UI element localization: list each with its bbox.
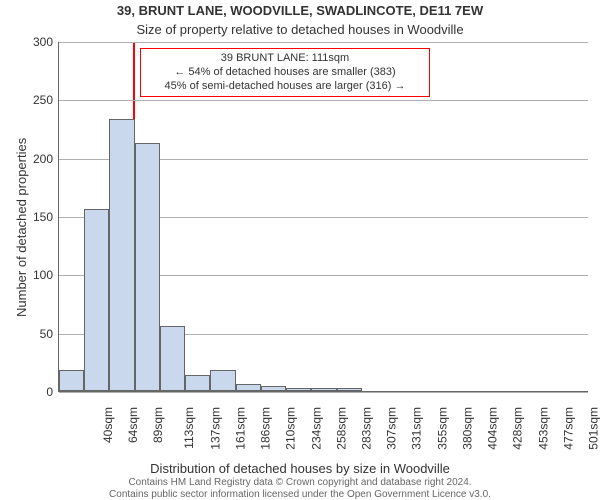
y-tick-label: 0: [19, 385, 53, 399]
x-tick-label: 161sqm: [234, 407, 248, 450]
chart-container: 39, BRUNT LANE, WOODVILLE, SWADLINCOTE, …: [0, 0, 600, 500]
histogram-bar: [210, 370, 235, 391]
attribution-text: Contains HM Land Registry data © Crown c…: [0, 477, 600, 500]
histogram-bar: [337, 388, 362, 392]
x-tick-label: 331sqm: [410, 407, 424, 450]
y-gridline: [59, 392, 588, 393]
x-tick-label: 258sqm: [334, 407, 348, 450]
x-tick-label: 283sqm: [360, 407, 374, 450]
histogram-bar: [185, 375, 210, 391]
attribution-line2: Contains public sector information licen…: [109, 489, 491, 500]
chart-title-address: 39, BRUNT LANE, WOODVILLE, SWADLINCOTE, …: [0, 3, 600, 18]
x-tick-label: 113sqm: [182, 407, 196, 449]
x-axis-label: Distribution of detached houses by size …: [0, 461, 600, 476]
info-larger-pct: 45% of semi-detached houses are larger (…: [149, 80, 421, 94]
histogram-bar: [135, 143, 160, 392]
y-gridline: [59, 42, 588, 43]
y-tick-label: 300: [19, 35, 53, 49]
y-tick-label: 250: [19, 93, 53, 107]
x-tick-label: 186sqm: [259, 407, 273, 450]
x-tick-label: 477sqm: [562, 407, 576, 450]
x-tick-label: 428sqm: [511, 407, 525, 450]
x-tick-label: 380sqm: [461, 407, 475, 450]
x-tick-label: 307sqm: [385, 407, 399, 450]
x-tick-label: 137sqm: [208, 407, 222, 450]
x-tick-label: 234sqm: [309, 407, 323, 450]
y-tick-label: 100: [19, 268, 53, 282]
histogram-bar: [59, 370, 84, 391]
y-tick-label: 200: [19, 152, 53, 166]
chart-title-subtitle: Size of property relative to detached ho…: [0, 22, 600, 37]
property-info-box: 39 BRUNT LANE: 111sqm ← 54% of detached …: [140, 48, 430, 97]
histogram-bar: [160, 326, 185, 391]
x-tick-label: 210sqm: [284, 407, 298, 450]
x-tick-label: 501sqm: [587, 407, 600, 450]
x-tick-label: 40sqm: [101, 407, 115, 443]
y-tick-label: 150: [19, 210, 53, 224]
x-tick-label: 453sqm: [536, 407, 550, 450]
info-smaller-pct: ← 54% of detached houses are smaller (38…: [149, 66, 421, 80]
histogram-bar: [311, 388, 336, 392]
y-tick-label: 50: [19, 327, 53, 341]
info-property-size: 39 BRUNT LANE: 111sqm: [149, 52, 421, 66]
histogram-bar: [286, 388, 311, 392]
histogram-bar: [109, 119, 134, 391]
x-tick-label: 355sqm: [435, 407, 449, 450]
histogram-bar: [84, 209, 109, 391]
x-tick-label: 404sqm: [486, 407, 500, 450]
x-tick-label: 89sqm: [151, 407, 165, 443]
histogram-bar: [236, 384, 261, 391]
attribution-line1: Contains HM Land Registry data © Crown c…: [128, 477, 471, 488]
y-gridline: [59, 100, 588, 101]
histogram-bar: [261, 386, 286, 391]
x-tick-label: 64sqm: [126, 407, 140, 443]
